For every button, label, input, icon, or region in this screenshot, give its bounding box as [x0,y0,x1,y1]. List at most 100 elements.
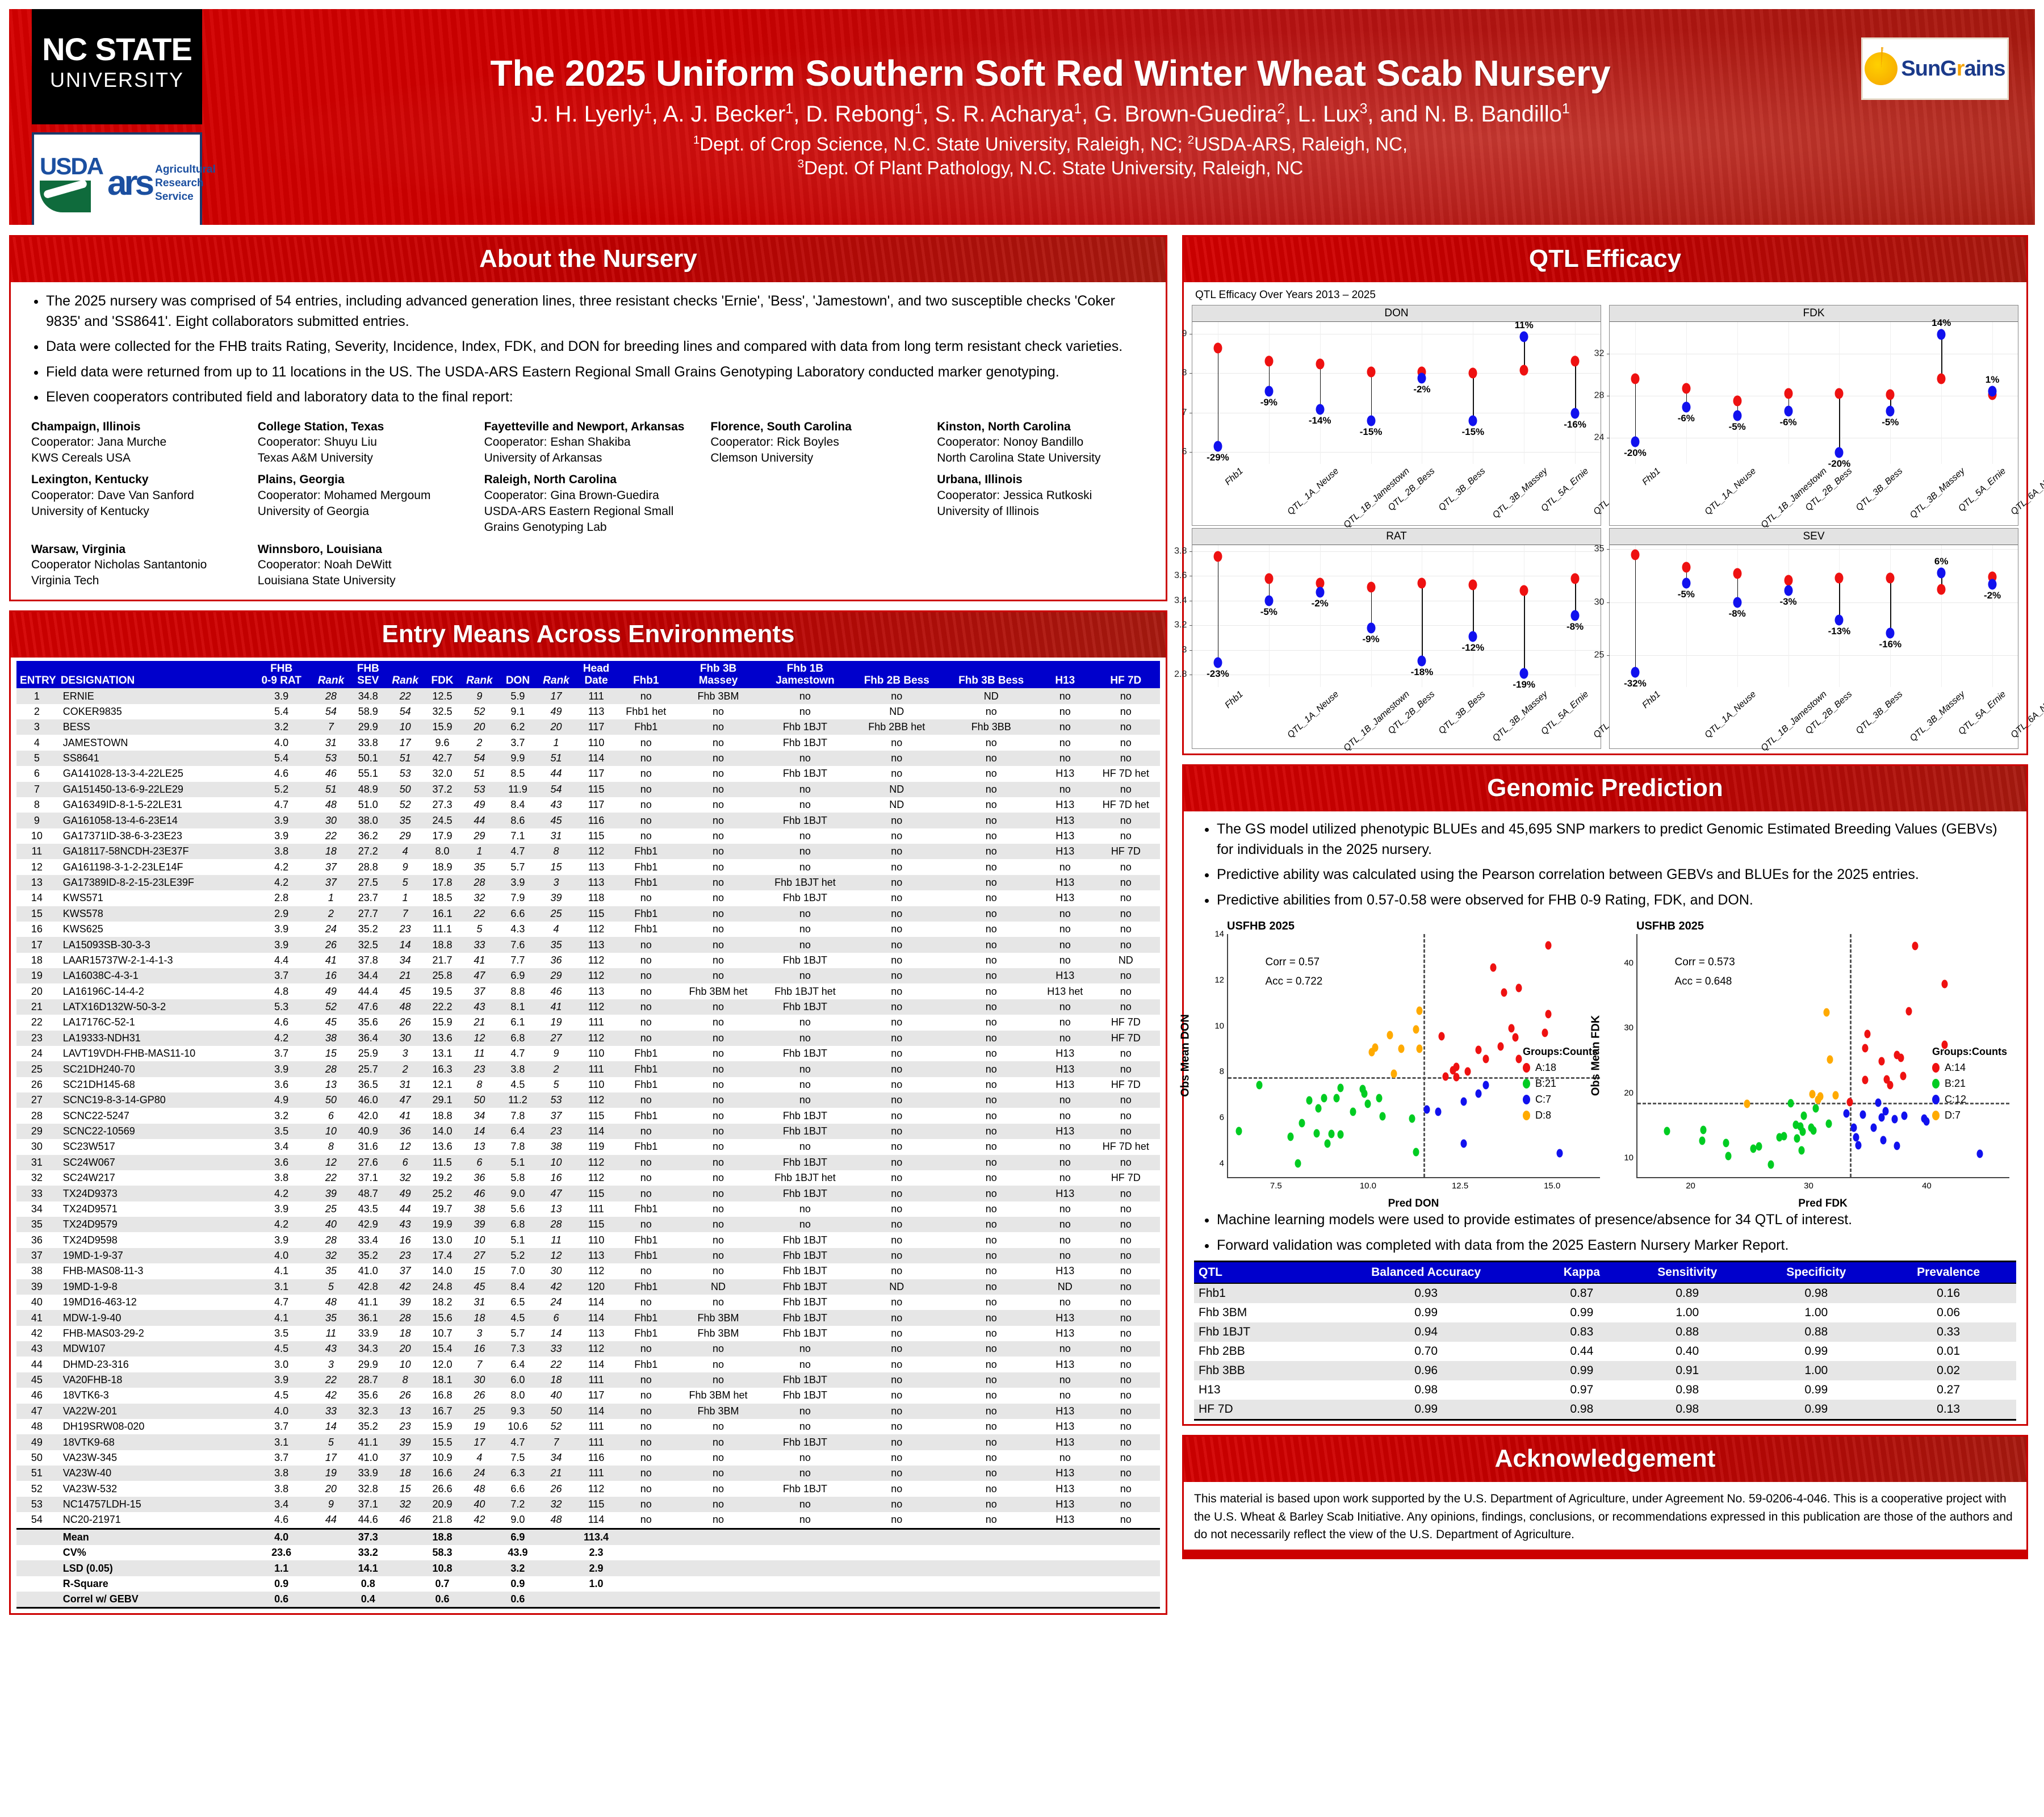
table-cell: no [891,1187,903,1199]
table-cell: 44.6 [358,1514,378,1526]
table-cell: SS8641 [62,752,99,764]
table-cell: 52 [31,1483,43,1494]
table-cell: 3.9 [274,690,289,702]
table-cell: Fhb 1BJT [782,1001,827,1013]
table-cell: 48 [399,1001,411,1013]
table-cell: 26 [474,1389,485,1401]
sungrains-logo: SunGrains [1859,37,2009,100]
table-cell: no [1120,1389,1132,1401]
table-cell: no [891,814,903,826]
data-point-absent [1468,579,1477,591]
cooperator-institution: University of Georgia [257,505,369,518]
table-cell: 4 [402,845,408,857]
table-cell: no [640,954,652,966]
table-cell: 6.8 [510,1032,525,1044]
cooperator-location: College Station, Texas [257,420,384,433]
scatter-point-group-b [1313,1129,1320,1138]
table-cell: 2.8 [274,892,289,904]
scatter-point-group-d [1368,1048,1375,1057]
scatter-point-group-b [1750,1144,1757,1153]
table-cell: no [1059,923,1071,935]
table-cell: no [713,1483,724,1494]
table-cell: no [985,1048,997,1060]
table-cell: SCNC19-8-3-14-GP80 [62,1094,166,1106]
table-cell: Fhb 1BJT [782,1327,827,1339]
table-cell: 117 [588,768,605,780]
cooperator-institution: KWS Cereals USA [31,451,131,465]
scatter-point-group-a [1450,1066,1456,1075]
table-cell: 28.8 [358,861,378,873]
legend-swatch [1932,1062,1940,1073]
table-cell: 28 [474,877,485,889]
y-axis-tick-mark [1189,373,1192,374]
summary-cell [760,1527,850,1545]
legend-title: Groups:Counts [1523,1045,1598,1057]
table-cell: no [985,736,997,748]
table-cell: 112 [588,1001,605,1013]
table-cell: 14 [399,939,411,951]
qtl-col-header: Prevalence [1880,1261,2016,1284]
gridline [1192,452,1601,453]
percent-change-label: -6% [1677,413,1695,424]
x-axis-tick-label: QTL_3B_Bess [1854,466,1905,513]
table-cell: 33 [325,1405,337,1417]
table-cell: 21 [550,1467,562,1479]
table-cell: no [1120,1250,1132,1262]
table-cell: 4.3 [510,923,525,935]
table-cell: 4.0 [274,1405,289,1417]
table-cell: no [640,1032,652,1044]
scatter-point-group-c [1901,1111,1908,1120]
summary-cell [761,1560,849,1576]
summary-cell: 6.9 [499,1527,537,1545]
table-cell: 19MD-1-9-37 [62,1250,123,1262]
qtl-efficacy-charts: QTL Efficacy Over Years 2013 – 2025 DON 6… [1174,282,2044,753]
scatter-point-group-a [1475,1045,1482,1054]
table-cell: 12.0 [432,1358,453,1370]
table-cell: no [799,1203,811,1215]
table-cell: no [713,970,724,982]
table-cell: FHB-MAS08-11-3 [62,1265,144,1277]
table-cell: 42.8 [358,1280,378,1292]
data-point-present [1733,410,1742,421]
qtl-validation-table-head: QTL Balanced Accuracy Kappa Sensitivity Spec… [1194,1261,2016,1284]
category-gridline [1992,545,1993,687]
summary-cell [385,1545,425,1560]
table-cell: 39 [474,1219,485,1230]
percent-change-label: -13% [1828,626,1851,637]
y-axis-tick-label: 35 [1594,544,1605,554]
y-axis-tick-label: 6 [1182,447,1187,457]
table-cell: 27.6 [358,1156,378,1168]
table-cell: 46 [474,1187,485,1199]
table-cell: no [891,907,903,919]
table-cell: 27 [31,1094,43,1106]
table-cell: no [713,1203,724,1215]
legend-title: Groups:Counts [1932,1045,2007,1057]
table-cell: 15.9 [432,1421,453,1433]
table-cell: no [1059,861,1071,873]
table-cell: 37 [325,877,337,889]
table-cell: no [985,799,997,811]
table-cell: no [1059,907,1071,919]
table-cell: no [1059,1110,1071,1121]
table-cell: no [891,768,903,780]
table-cell: 13 [325,1078,337,1090]
table-cell: 113 [588,877,605,889]
table-cell: 18 [399,1327,411,1339]
table-cell: LAAR15737W-2-1-4-1-3 [62,954,173,966]
affiliation-line-2: 3Dept. Of Plant Pathology, N.C. State Un… [797,157,1304,178]
table-cell: no [799,705,811,717]
table-cell: 24.5 [432,814,453,826]
data-point-absent [1834,572,1844,584]
table-cell: no [713,768,724,780]
table-cell: 51 [31,1467,43,1479]
table-cell: 54 [31,1514,43,1526]
scatter-point-group-c [1556,1149,1563,1158]
percent-change-label: 6% [1934,555,1949,567]
table-row: 19 LA16038C-4-3-1 3.7 16 34.4 21 25.8 47 6.9 29 11… [16,968,1160,984]
table-cell: 0.98 [1540,1400,1623,1421]
table-cell: 45 [31,1374,43,1386]
table-cell: SC21DH240-70 [62,1063,135,1075]
table-cell: 33.4 [358,1234,378,1246]
table-cell: 111 [588,690,604,702]
table-cell: 30 [550,1265,562,1277]
